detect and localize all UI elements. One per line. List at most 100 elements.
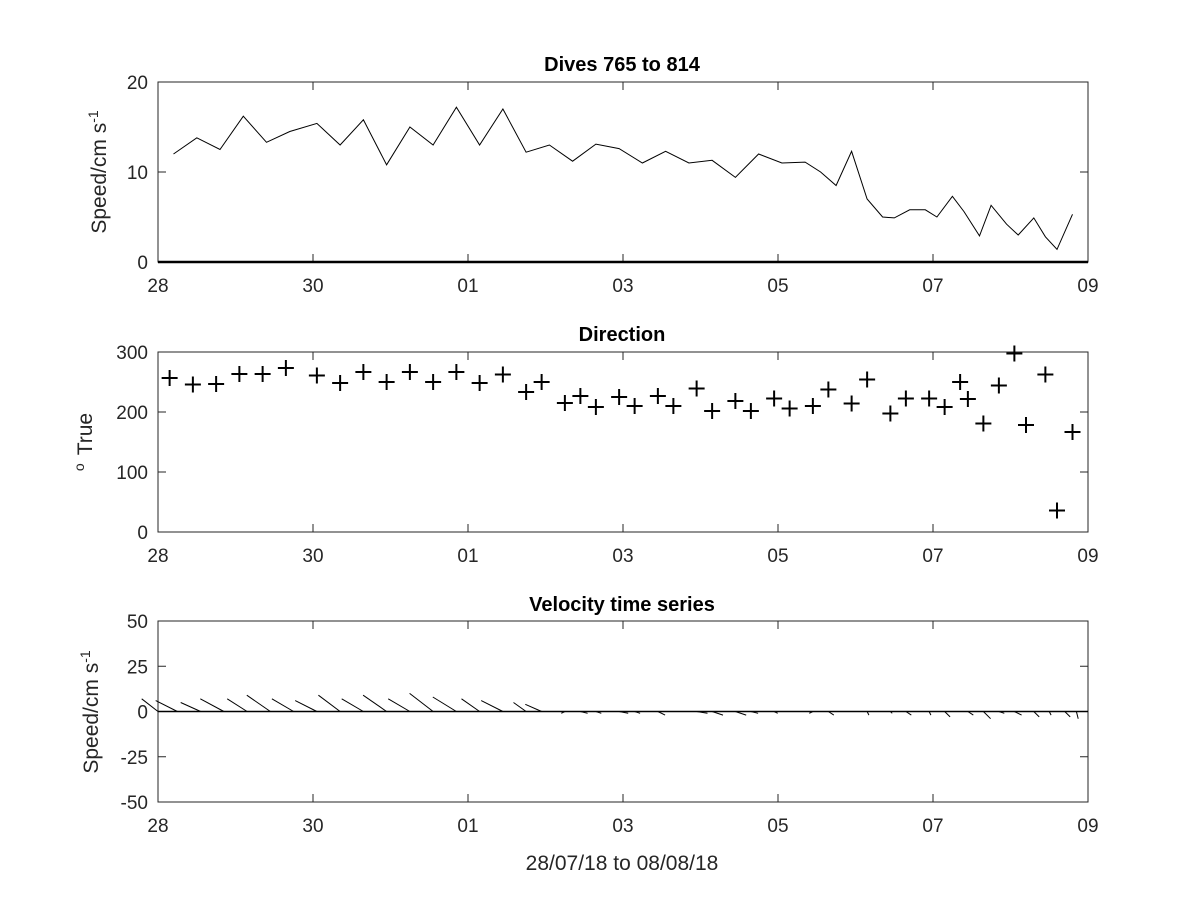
velocity-stick [141, 698, 159, 712]
velocity-stick [461, 698, 480, 712]
direction-point [649, 388, 666, 404]
velocity-stick [525, 703, 542, 712]
x-tick-label: 28 [147, 276, 168, 297]
velocity-stick [561, 711, 566, 714]
direction-point [401, 364, 418, 380]
y-tick-label: 200 [116, 403, 148, 424]
direction-point [1037, 366, 1054, 383]
direction-point [1064, 424, 1081, 440]
x-axis-label: 28/07/18 to 08/08/18 [526, 852, 719, 875]
velocity-stick [1048, 711, 1052, 716]
y-tick-label: 0 [137, 523, 148, 544]
velocity-stick [711, 711, 724, 716]
direction-point [727, 393, 744, 409]
direction-point [611, 389, 628, 405]
direction-point [766, 390, 783, 407]
direction-point [820, 381, 837, 398]
direction-point [959, 391, 976, 407]
velocity-stick [1014, 711, 1022, 716]
direction-point [882, 405, 899, 422]
x-tick-label: 05 [767, 546, 788, 567]
x-tick-label: 03 [612, 816, 633, 837]
velocity-stick [928, 711, 932, 716]
direction-point [332, 375, 349, 391]
x-tick-label: 07 [922, 276, 943, 297]
x-ticks: 28 30 01 03 05 07 09 [147, 352, 1099, 567]
x-tick-label: 09 [1077, 276, 1098, 297]
x-tick-label: 28 [147, 816, 168, 837]
direction-point [277, 360, 294, 376]
x-tick-label: 01 [457, 276, 478, 297]
y-axis-label: Speed/cm s-1 [85, 110, 111, 234]
x-tick-label: 03 [612, 276, 633, 297]
velocity-stick [362, 694, 387, 712]
direction-point [897, 390, 914, 407]
direction-point [921, 390, 938, 407]
velocity-stick [294, 700, 318, 712]
velocity-stick [580, 711, 588, 714]
data-marks [158, 106, 1088, 264]
velocity-stick [657, 711, 666, 716]
y-axis-label-main: True [74, 413, 97, 455]
axes-box [157, 351, 1089, 533]
x-tick-label: 09 [1077, 546, 1098, 567]
velocity-stick [341, 698, 364, 712]
y-tick-label: 300 [116, 343, 148, 364]
y-tick-label: 0 [137, 253, 148, 274]
y-axis-label-superscript: -1 [77, 650, 93, 663]
velocity-stick [696, 711, 708, 714]
direction-point [936, 399, 953, 415]
velocity-stick [983, 711, 991, 720]
velocity-stick [944, 711, 951, 718]
y-tick-label: 20 [127, 73, 148, 94]
velocity-stick [409, 693, 434, 712]
velocity-stick [155, 700, 178, 712]
speed-line [173, 106, 1073, 251]
direction-point [1006, 345, 1023, 362]
y-tick-label: -50 [121, 793, 148, 814]
direction-point [572, 388, 589, 404]
direction-point [308, 367, 325, 384]
velocity-stick [432, 696, 457, 712]
direction-point [626, 398, 643, 414]
x-tick-label: 01 [457, 816, 478, 837]
axes-box [157, 81, 1089, 263]
direction-point [781, 400, 798, 417]
direction-point [425, 374, 442, 390]
direction-point [471, 375, 488, 391]
velocity-stick [226, 698, 248, 712]
direction-point [556, 395, 573, 411]
direction-point [804, 398, 821, 414]
x-tick-label: 05 [767, 276, 788, 297]
velocity-stick [634, 711, 641, 714]
velocity-stick [773, 711, 778, 714]
direction-point [1018, 417, 1034, 433]
y-tick-label: 0 [137, 703, 148, 724]
velocity-stick [750, 711, 759, 714]
y-tick-label: 100 [116, 463, 148, 484]
direction-point [990, 377, 1007, 394]
velocity-quiver-panel: Velocity time series Speed/cm s-1 -50 -25… [77, 594, 1099, 875]
velocity-stick [271, 698, 294, 712]
y-tick-label: 50 [127, 612, 148, 633]
velocity-stick [619, 711, 629, 714]
x-tick-label: 05 [767, 816, 788, 837]
velocity-stick [246, 694, 271, 712]
direction-point [448, 364, 465, 380]
direction-point [231, 366, 248, 382]
direction-point [533, 374, 550, 390]
direction-point [704, 403, 721, 419]
direction-point [665, 398, 682, 414]
direction-point [494, 366, 511, 383]
velocity-stick [967, 711, 974, 716]
y-axis-label-superscript: o [71, 463, 87, 471]
x-tick-label: 09 [1077, 816, 1098, 837]
x-tick-label: 07 [922, 816, 943, 837]
velocity-stick [828, 711, 835, 716]
y-ticks: 0 100 200 300 [116, 343, 1088, 544]
velocity-stick [1075, 711, 1079, 719]
data-marks [161, 345, 1081, 519]
